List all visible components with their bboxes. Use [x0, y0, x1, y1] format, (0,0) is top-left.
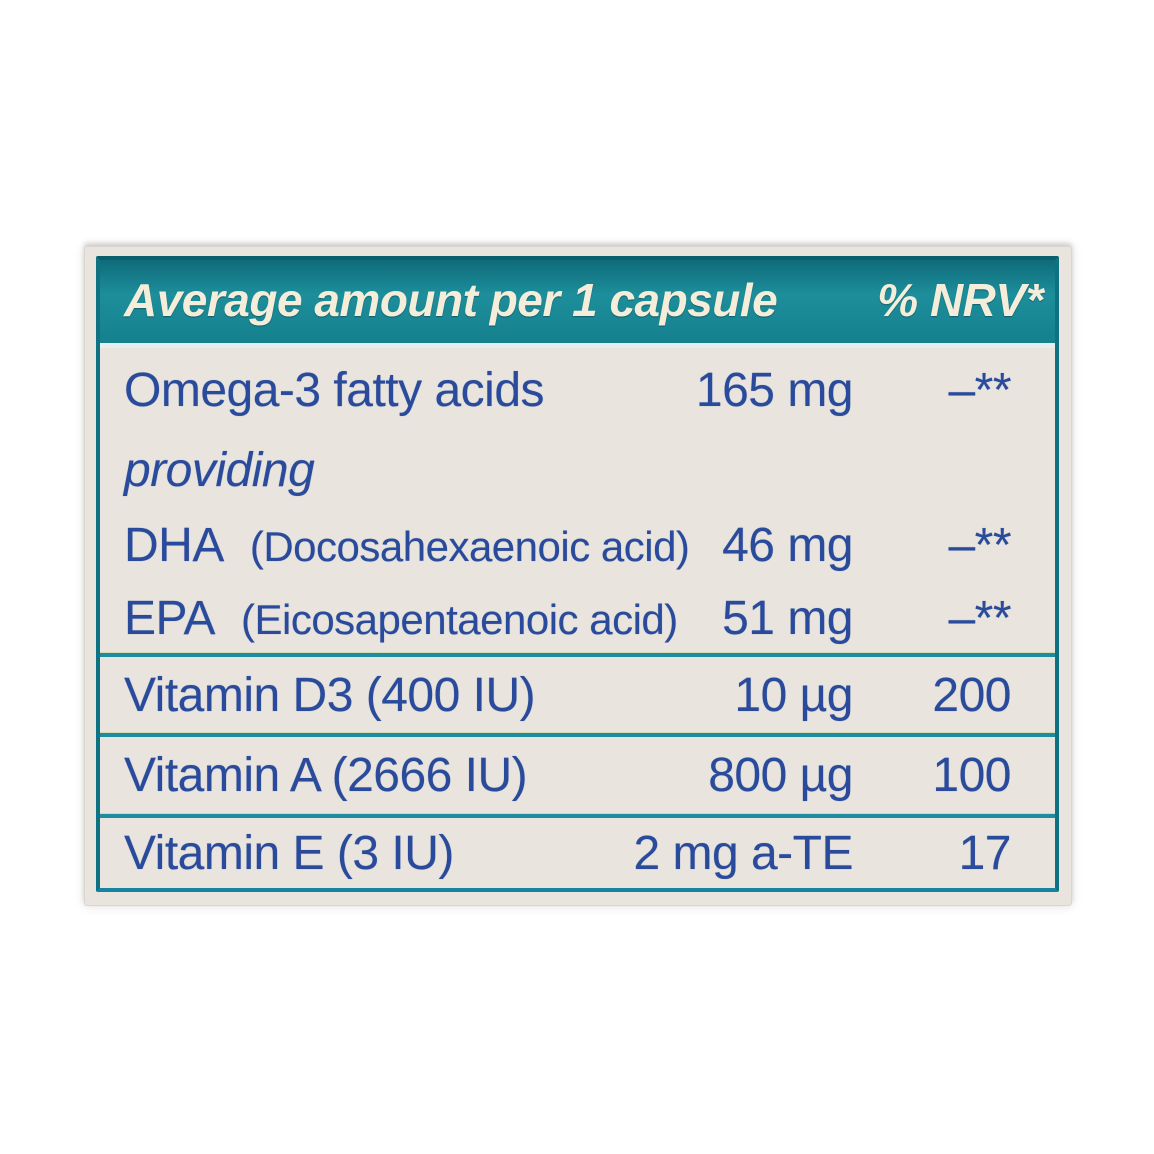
nutrient-name: providing	[124, 443, 315, 497]
header-nrv-label: % NRV*	[877, 273, 1043, 326]
nrv-value: –**	[948, 519, 1011, 573]
nrv-value: –**	[948, 592, 1011, 646]
nrv-value: 100	[932, 749, 1011, 803]
nutrition-table: Average amount per 1 capsule % NRV* Omeg…	[96, 256, 1059, 892]
supplement-facts-label: Average amount per 1 capsule % NRV* Omeg…	[84, 246, 1072, 906]
nutrient-name: Vitamin D3 (400 IU)	[124, 668, 536, 722]
row-vitamin-e: Vitamin E (3 IU) 2 mg a-TE 17	[100, 818, 1055, 888]
row-separator	[100, 653, 1055, 658]
row-separator	[100, 814, 1055, 819]
nrv-value: –**	[948, 363, 1011, 417]
amount-value: 10 µg	[734, 668, 853, 722]
nutrient-detail: (Docosahexaenoic acid)	[249, 523, 690, 571]
row-vitamin-d3: Vitamin D3 (400 IU) 10 µg 200	[100, 657, 1055, 733]
table-header-row: Average amount per 1 capsule % NRV*	[100, 260, 1055, 348]
nutrient-abbr: EPA	[124, 592, 215, 646]
row-dha: DHA (Docosahexaenoic acid) 46 mg –**	[100, 508, 1055, 585]
amount-value: 800 µg	[708, 749, 853, 803]
nutrient-abbr: DHA	[124, 519, 224, 573]
row-separator	[100, 733, 1055, 738]
nutrient-detail: (Eicosapentaenoic acid)	[240, 596, 678, 644]
row-omega3: Omega-3 fatty acids 165 mg –**	[100, 348, 1055, 433]
header-title: Average amount per 1 capsule	[124, 273, 778, 326]
amount-value: 2 mg a-TE	[633, 826, 853, 880]
row-epa: EPA (Eicosapentaenoic acid) 51 mg –**	[100, 584, 1055, 653]
row-vitamin-a: Vitamin A (2666 IU) 800 µg 100	[100, 737, 1055, 814]
nutrient-name: Omega-3 fatty acids	[124, 363, 545, 417]
nrv-value: 200	[932, 668, 1011, 722]
nutrient-name: Vitamin E (3 IU)	[124, 826, 454, 880]
amount-value: 51 mg	[722, 592, 853, 646]
nrv-value: 17	[958, 826, 1012, 880]
amount-value: 46 mg	[722, 519, 853, 573]
row-providing: providing	[100, 433, 1055, 508]
nutrient-name: Vitamin A (2666 IU)	[124, 749, 528, 803]
amount-value: 165 mg	[695, 363, 854, 417]
